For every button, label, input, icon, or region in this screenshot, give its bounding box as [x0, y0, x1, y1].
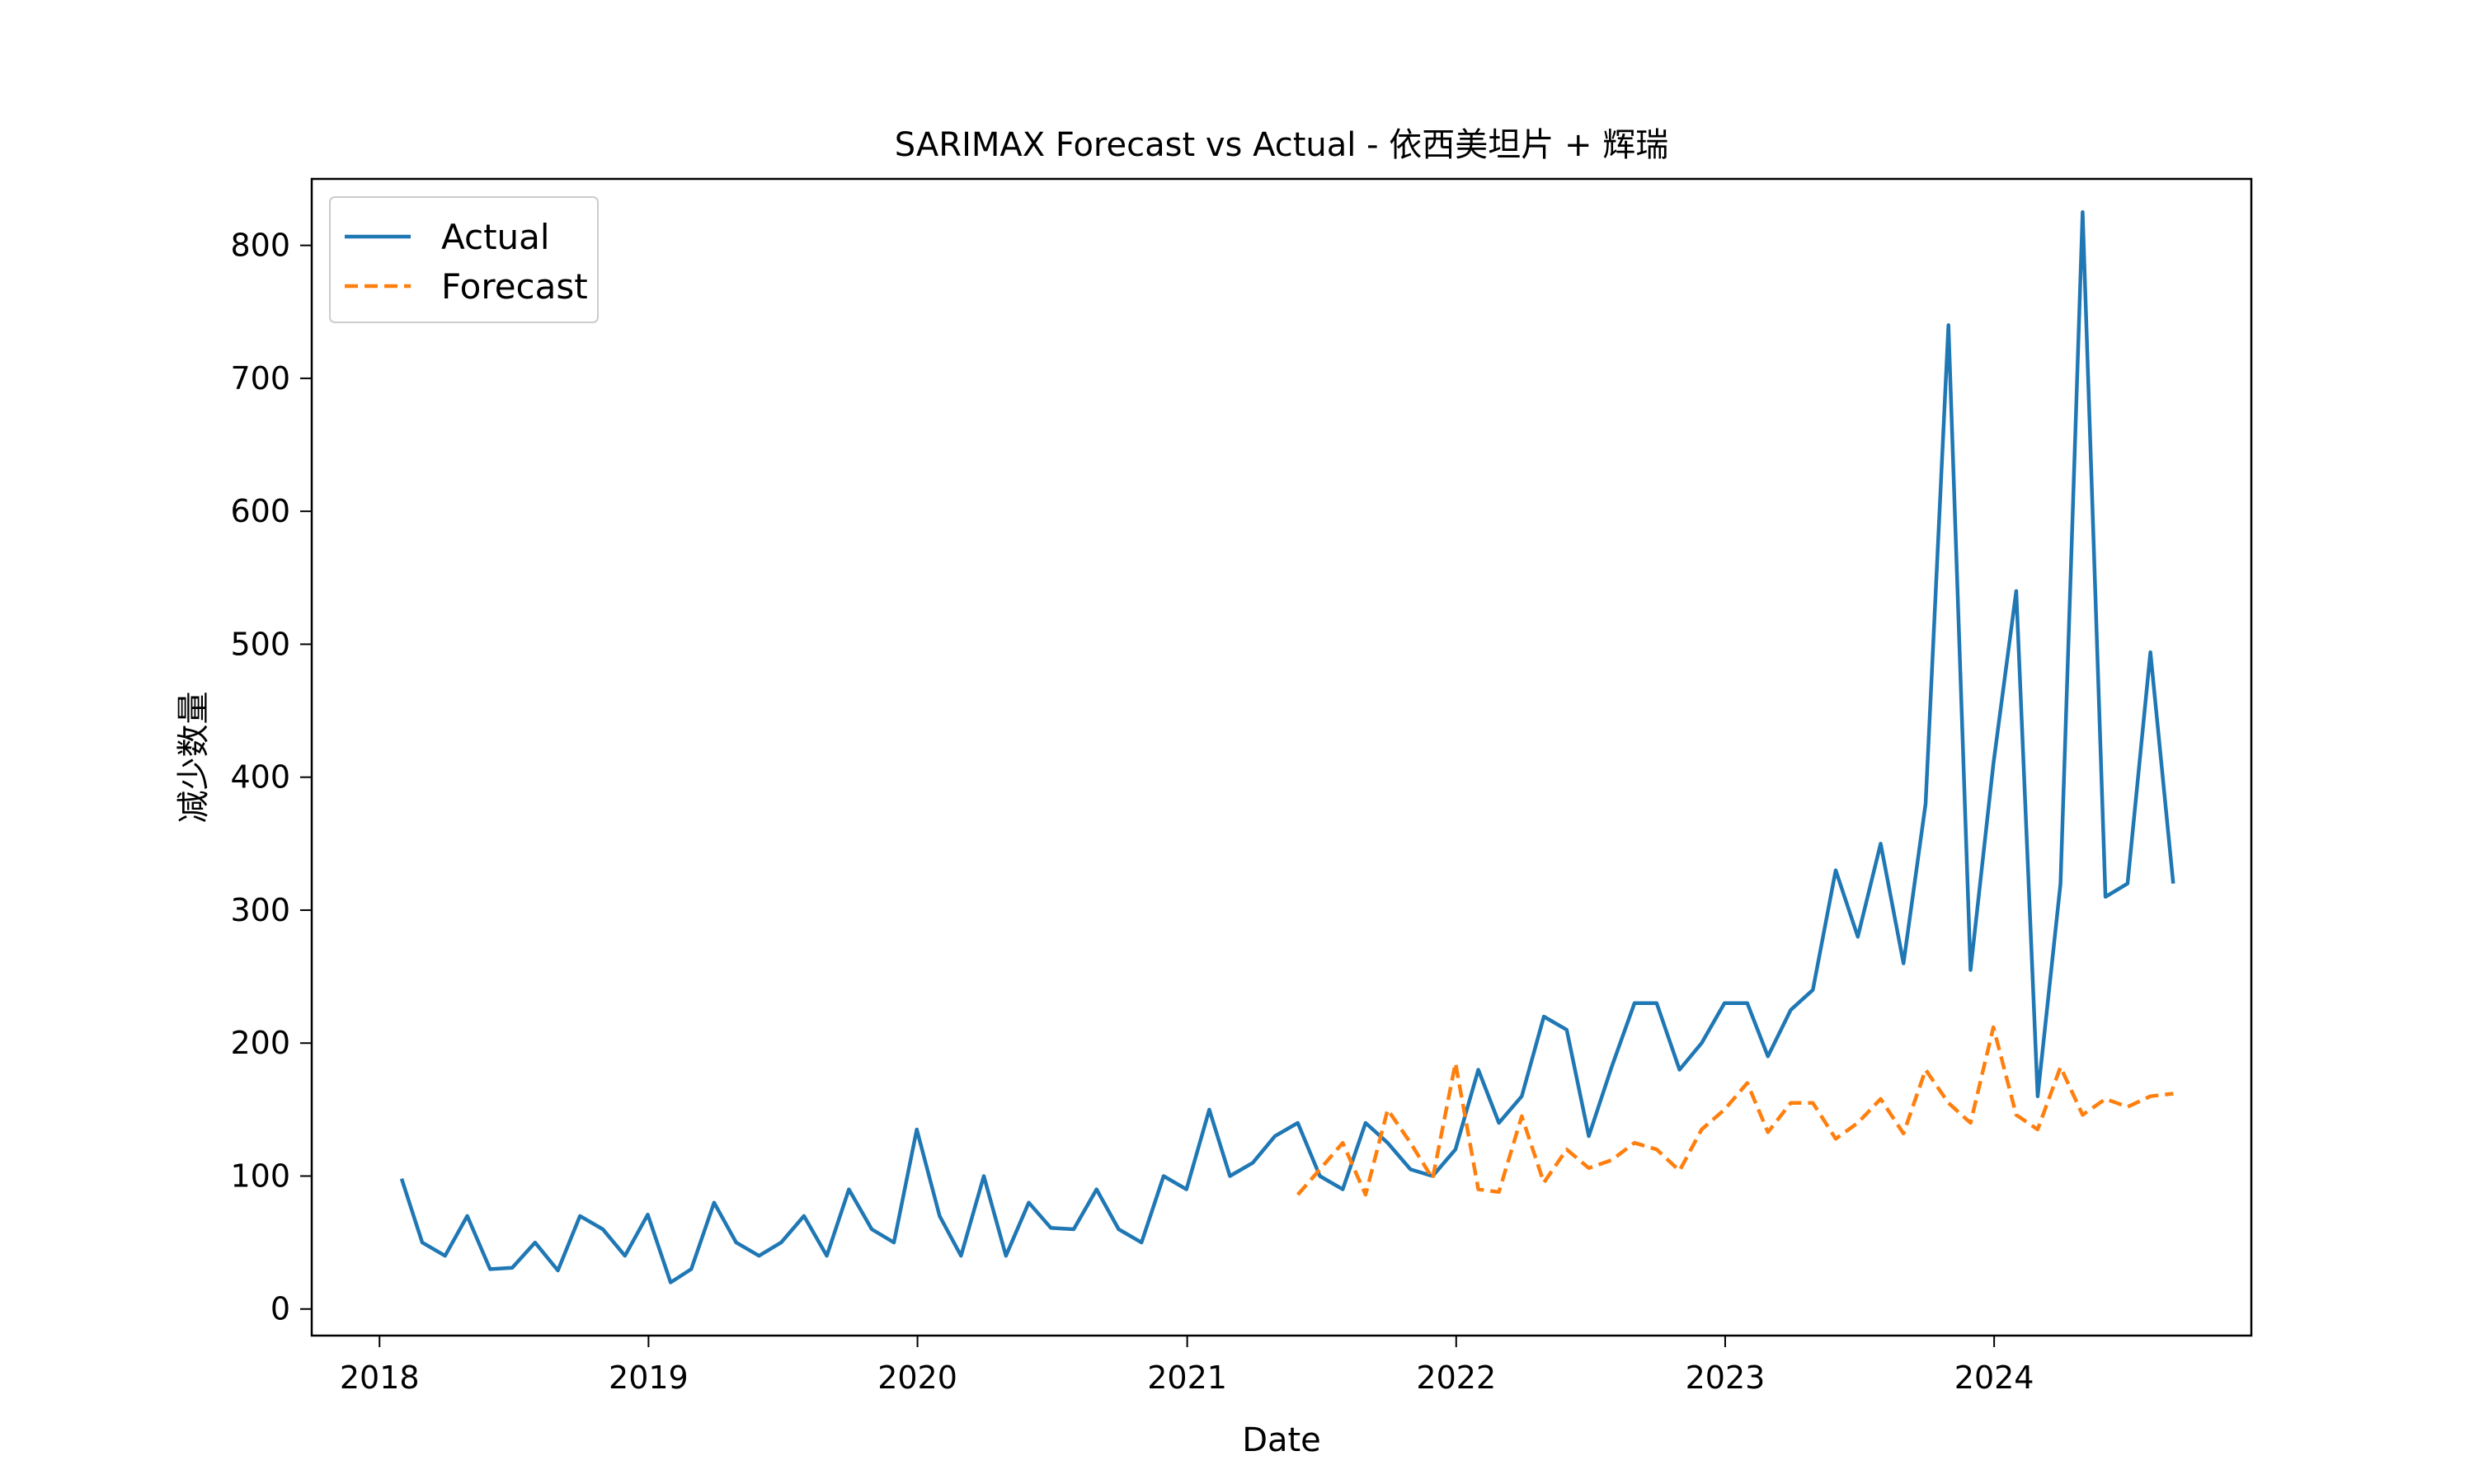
legend-box: [329, 196, 599, 323]
y-tick-label: 100: [230, 1158, 290, 1194]
x-tick-label: 2020: [877, 1360, 957, 1396]
y-axis-label: 减少数量: [175, 692, 213, 824]
y-tick-label: 300: [230, 892, 290, 928]
legend-label-actual: Actual: [441, 217, 550, 257]
x-tick-label: 2023: [1686, 1360, 1766, 1396]
x-tick-label: 2018: [340, 1360, 420, 1396]
chart-title: SARIMAX Forecast vs Actual - 依西美坦片 + 辉瑞: [895, 126, 1668, 164]
y-tick-label: 400: [230, 759, 290, 796]
x-tick-label: 2019: [609, 1360, 689, 1396]
plot-frame: [310, 177, 2253, 1337]
x-axis: 2018 2019 2020 2021 2022 2023 2024: [340, 1336, 2034, 1396]
series-line-actual: [399, 210, 2175, 1284]
y-axis: 0 100 200 300 400 500 600 700 800: [230, 228, 312, 1327]
x-tick-label: 2022: [1416, 1360, 1496, 1396]
y-tick-label: 600: [230, 493, 290, 529]
y-tick-label: 800: [230, 228, 290, 264]
x-tick-label: 2024: [1954, 1360, 2034, 1396]
plot-area: [399, 210, 2175, 1284]
y-tick-label: 700: [230, 360, 290, 397]
legend-label-forecast: Forecast: [441, 266, 588, 307]
y-tick-label: 200: [230, 1025, 290, 1061]
y-tick-label: 0: [270, 1291, 290, 1327]
y-tick-label: 500: [230, 626, 290, 662]
x-tick-label: 2021: [1147, 1360, 1227, 1396]
x-axis-label: Date: [1242, 1421, 1321, 1459]
legend: Actual Forecast: [329, 196, 599, 323]
